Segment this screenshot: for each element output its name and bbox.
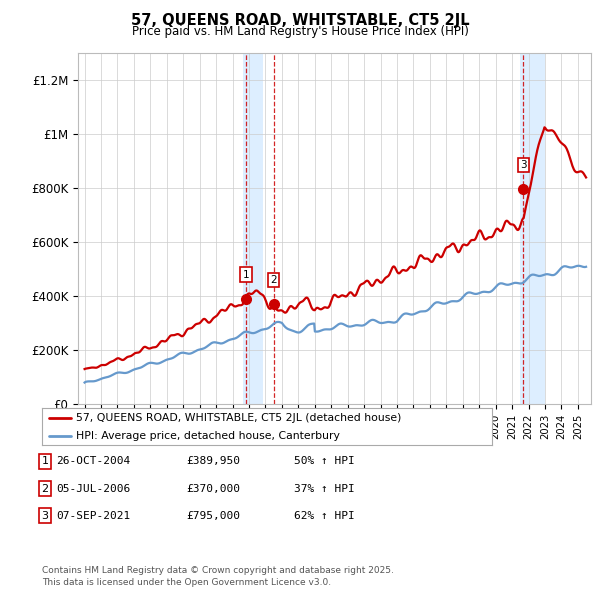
Text: HPI: Average price, detached house, Canterbury: HPI: Average price, detached house, Cant… — [76, 431, 340, 441]
Text: 05-JUL-2006: 05-JUL-2006 — [56, 484, 130, 493]
Text: 1: 1 — [243, 270, 250, 280]
Bar — [520, 53, 545, 404]
Text: 2: 2 — [41, 484, 49, 493]
Text: 2: 2 — [271, 275, 277, 285]
Text: 3: 3 — [520, 160, 527, 170]
Text: £795,000: £795,000 — [186, 511, 240, 520]
Text: Contains HM Land Registry data © Crown copyright and database right 2025.
This d: Contains HM Land Registry data © Crown c… — [42, 566, 394, 587]
Text: 3: 3 — [41, 511, 49, 520]
Text: 37% ↑ HPI: 37% ↑ HPI — [293, 484, 355, 493]
Text: £389,950: £389,950 — [186, 457, 240, 466]
Bar — [243, 53, 263, 404]
Text: 57, QUEENS ROAD, WHITSTABLE, CT5 2JL (detached house): 57, QUEENS ROAD, WHITSTABLE, CT5 2JL (de… — [76, 412, 401, 422]
Text: 57, QUEENS ROAD, WHITSTABLE, CT5 2JL: 57, QUEENS ROAD, WHITSTABLE, CT5 2JL — [131, 13, 469, 28]
Text: 62% ↑ HPI: 62% ↑ HPI — [293, 511, 355, 520]
Text: £370,000: £370,000 — [186, 484, 240, 493]
Text: 07-SEP-2021: 07-SEP-2021 — [56, 511, 130, 520]
Text: 50% ↑ HPI: 50% ↑ HPI — [293, 457, 355, 466]
Text: Price paid vs. HM Land Registry's House Price Index (HPI): Price paid vs. HM Land Registry's House … — [131, 25, 469, 38]
Text: 1: 1 — [41, 457, 49, 466]
Text: 26-OCT-2004: 26-OCT-2004 — [56, 457, 130, 466]
